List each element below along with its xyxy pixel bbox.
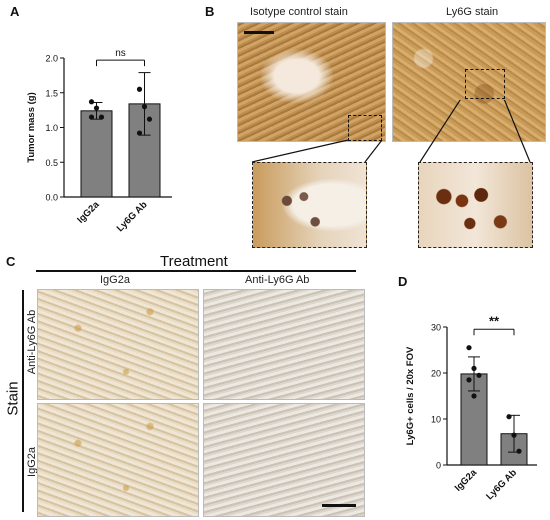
scale-bar <box>244 31 274 34</box>
x-category-label: IgG2a <box>75 199 102 226</box>
data-point <box>93 105 100 111</box>
ly6g-zoom-inset <box>418 162 533 248</box>
y-tick-label: 0.0 <box>45 193 58 203</box>
c-image-igg2a-antily6g <box>37 289 199 400</box>
data-point <box>471 365 477 371</box>
data-point <box>466 377 472 383</box>
y-axis-label: Tumor mass (g) <box>26 92 37 163</box>
bar <box>460 373 488 466</box>
y-tick-label: 20 <box>431 369 441 379</box>
chart-d: 0 10 20 30 Ly6G+ cells / 20x FOV IgG2a Ly6G Ab… <box>405 313 537 502</box>
c-image-antily6g-antily6g <box>203 289 365 400</box>
y-tick-label: 1.0 <box>45 123 58 133</box>
y-tick-label: 1.5 <box>45 88 58 98</box>
data-point <box>88 114 95 120</box>
c-col2-label: Anti-Ly6G Ab <box>245 274 310 286</box>
data-point <box>88 99 95 105</box>
c-stain-label: Stain <box>4 381 22 416</box>
significance-label: ns <box>115 48 126 59</box>
panel-label-d: D <box>398 274 408 289</box>
ly6g-stain-image <box>392 22 546 142</box>
zoom-lines <box>251 100 531 163</box>
zoom-region-left <box>348 115 382 141</box>
bar <box>80 110 113 198</box>
data-point <box>466 345 472 351</box>
b-right-title: Ly6G stain <box>446 6 499 18</box>
y-tick-label: 0.5 <box>45 158 58 168</box>
x-category-label: Ly6G Ab <box>115 199 150 234</box>
panel-label-a: A <box>10 4 20 19</box>
c-image-antily6g-igg2a <box>203 403 365 517</box>
c-stain-line <box>22 290 24 512</box>
panel-label-c: C <box>6 254 16 269</box>
data-point <box>471 393 477 399</box>
data-point <box>511 432 517 438</box>
x-category-label: Ly6G Ab <box>484 467 519 502</box>
data-point <box>141 104 148 110</box>
b-left-title: Isotype control stain <box>250 6 348 18</box>
significance-label: ** <box>489 313 500 328</box>
data-point <box>136 86 143 92</box>
isotype-control-image <box>237 22 386 142</box>
y-tick-label: 30 <box>431 323 441 333</box>
data-point <box>506 414 512 420</box>
y-tick-label: 0 <box>436 461 441 471</box>
x-category-label: IgG2a <box>453 467 480 494</box>
y-tick-label: 10 <box>431 415 441 425</box>
data-point <box>146 116 153 122</box>
data-point <box>476 372 482 378</box>
data-point <box>136 130 143 136</box>
c-treatment-title: Treatment <box>160 253 228 270</box>
data-point <box>98 114 105 120</box>
isotype-zoom-inset <box>252 162 367 248</box>
c-image-igg2a-igg2a <box>37 403 199 517</box>
c-col1-label: IgG2a <box>100 274 130 286</box>
panel-label-b: B <box>205 4 215 19</box>
c-scale-bar <box>322 504 356 507</box>
y-tick-label: 2.0 <box>45 54 58 64</box>
chart-a: 0.0 0.5 1.0 1.5 2.0 Tumor mass (g) IgG2a Ly6G A… <box>26 48 172 234</box>
c-treatment-line <box>36 270 356 272</box>
data-point <box>516 448 522 454</box>
zoom-region-right <box>465 69 505 99</box>
y-axis-label: Ly6G+ cells / 20x FOV <box>405 346 416 445</box>
